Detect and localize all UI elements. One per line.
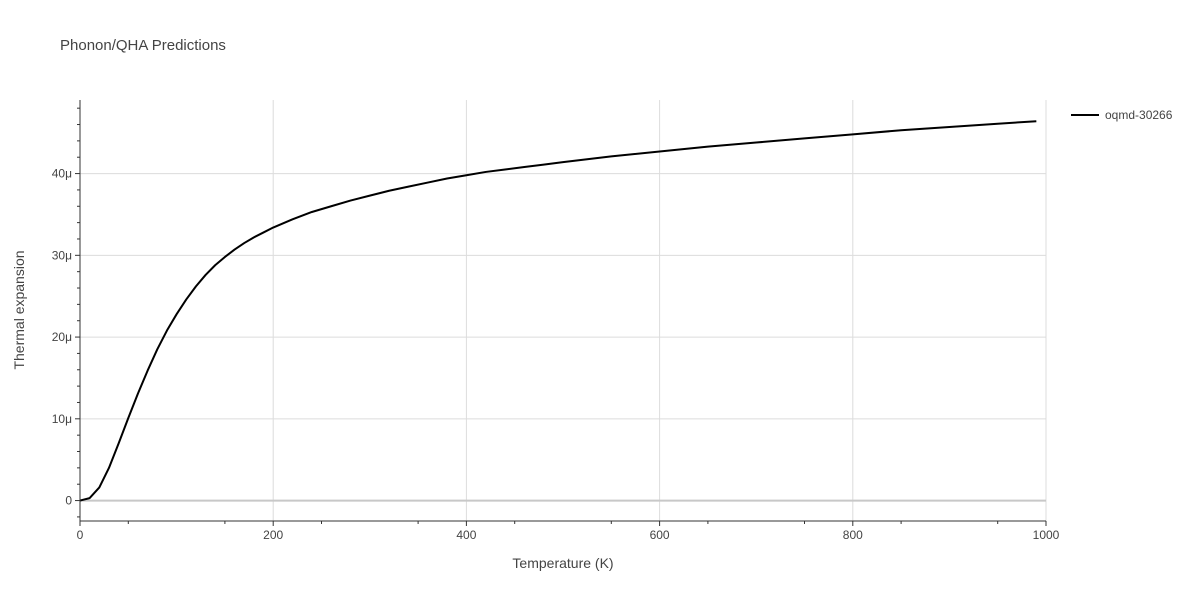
y-tick-label: 10μ [52,412,72,426]
x-tick-label: 0 [77,528,84,542]
y-tick-label: 0 [65,494,72,508]
axes: 0 200 400 600 800 1000 0 10μ 20μ 30μ 40μ [52,100,1060,542]
x-tick-label: 1000 [1033,528,1060,542]
x-tick-label: 400 [456,528,476,542]
legend-label: oqmd-30266 [1105,108,1173,122]
plot-area [79,120,1037,502]
series-line [79,120,1037,502]
y-tick-label: 40μ [52,167,72,181]
x-tick-label: 200 [263,528,283,542]
y-tick-label: 30μ [52,248,72,262]
x-tick-label: 800 [843,528,863,542]
x-tick-label: 600 [650,528,670,542]
x-axis-title: Temperature (K) [512,555,613,571]
legend: oqmd-30266 [1071,108,1173,122]
y-axis-title: Thermal expansion [11,250,27,369]
grid [80,100,1047,521]
chart-title: Phonon/QHA Predictions [60,37,226,54]
y-tick-label: 20μ [52,330,72,344]
